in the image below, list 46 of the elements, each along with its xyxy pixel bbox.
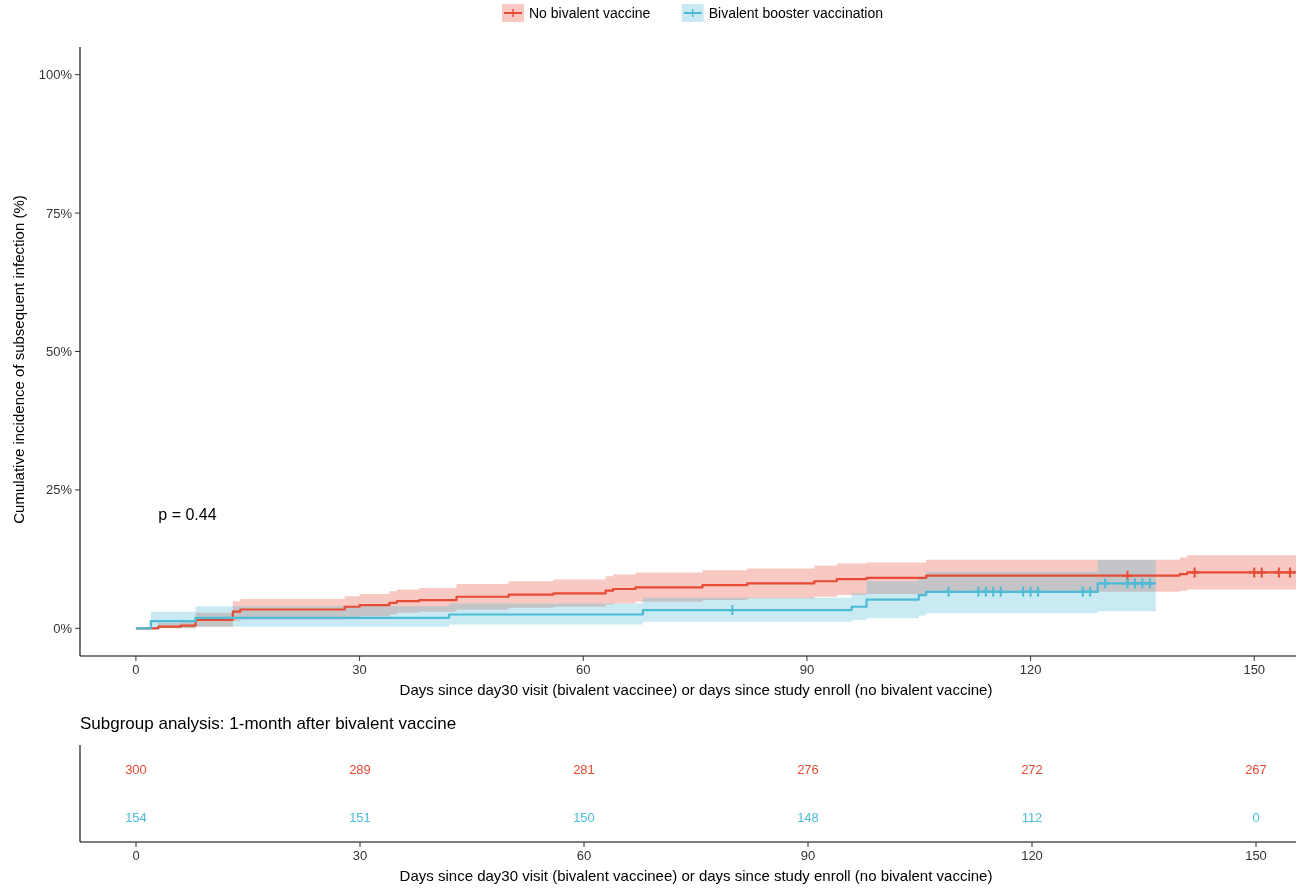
x-axis-title: Days since day30 visit (bivalent vaccinee) or days since study enroll (no bivalent vaccine) [399, 867, 993, 884]
point [995, 586, 1006, 597]
data-label: 148 [797, 810, 819, 826]
data-label: 272 [1021, 761, 1043, 777]
y-tick-label: 75% [45, 205, 73, 221]
legend-label: Bivalent booster vaccination [708, 4, 884, 21]
data-label: 112 [1021, 810, 1043, 826]
point [1285, 567, 1296, 578]
x-tick-label: 150 [1243, 662, 1266, 677]
annotation: p = 0.44 [158, 506, 217, 524]
x-tick-label: 60 [576, 662, 591, 677]
data-label: 154 [125, 810, 147, 826]
data-label: 0 [1252, 810, 1260, 826]
chart-title: Subgroup analysis: 1-month after bivalent vaccine [80, 714, 457, 733]
y-tick-label: 0% [53, 620, 73, 636]
data-label: 276 [797, 761, 819, 777]
y-tick-label: 50% [45, 344, 73, 360]
point [1273, 567, 1284, 578]
x-tick-label: 30 [352, 848, 368, 863]
data-label: 150 [573, 810, 595, 826]
x-tick-label: 60 [576, 848, 592, 863]
x-tick-label: 0 [132, 848, 140, 863]
y-axis-title: Cumulative incidence of subsequent infection (%) [10, 195, 27, 524]
x-tick-label: 120 [1021, 848, 1043, 863]
x-axis-title: Days since day30 visit (bivalent vaccinee) or days since study enroll (no bivalent vaccine) [399, 681, 993, 698]
x-tick-label: 90 [799, 662, 815, 677]
point [943, 586, 954, 597]
point [1085, 586, 1096, 597]
x-tick-label: 150 [1245, 848, 1267, 863]
x-tick-label: 90 [800, 848, 816, 863]
legend-label: No bivalent vaccine [529, 4, 651, 21]
y-tick-label: 25% [45, 482, 73, 498]
x-tick-label: 0 [132, 662, 140, 677]
point [1144, 578, 1155, 589]
point [1189, 567, 1200, 578]
data-label: 289 [349, 761, 371, 777]
point [1256, 567, 1267, 578]
x-tick-label: 120 [1019, 662, 1042, 677]
y-tick-label: 100% [38, 67, 73, 83]
point [1033, 586, 1044, 597]
data-label: 300 [125, 761, 147, 777]
point [1100, 578, 1111, 589]
data-label: 151 [349, 810, 371, 826]
data-label: 267 [1245, 761, 1267, 777]
x-tick-label: 30 [352, 662, 367, 677]
data-label: 281 [573, 761, 595, 777]
